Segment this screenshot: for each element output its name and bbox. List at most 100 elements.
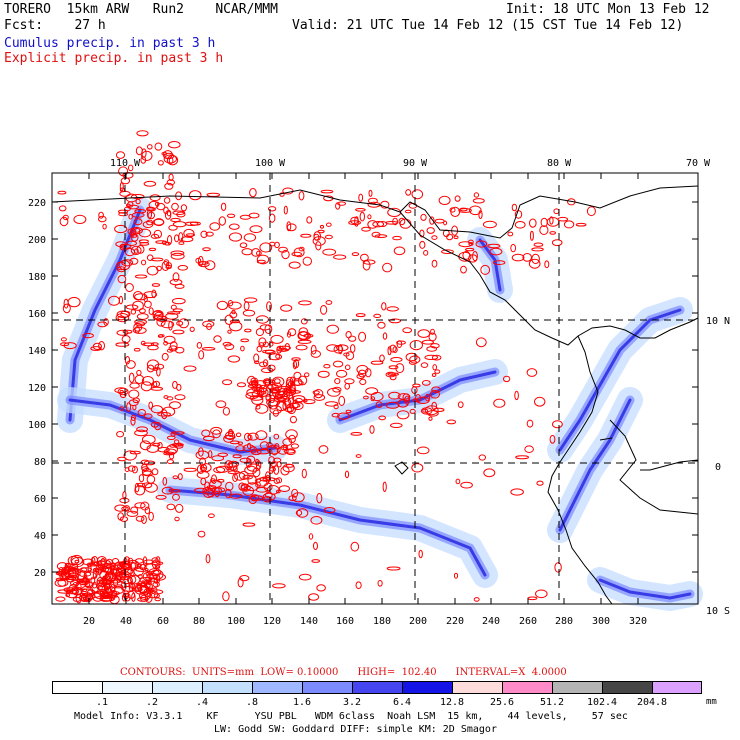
explicit-precip-contour (332, 386, 342, 393)
explicit-precip-contour (367, 197, 378, 205)
explicit-precip-contour (533, 242, 544, 247)
explicit-precip-contour (267, 206, 277, 212)
explicit-precip-contour (256, 254, 270, 265)
explicit-precip-contour (250, 377, 258, 383)
explicit-precip-contour (455, 478, 461, 485)
x-tick-label: 100 (227, 616, 245, 627)
longitude-label: 70 W (686, 158, 711, 169)
explicit-precip-contour (214, 487, 226, 493)
explicit-precip-contour (242, 474, 253, 480)
explicit-precip-contour (139, 591, 151, 600)
explicit-precip-contour (130, 245, 142, 255)
explicit-precip-contour (98, 341, 105, 351)
legend-swatch (652, 681, 702, 694)
explicit-precip-contour (144, 300, 152, 308)
explicit-precip-contour (97, 556, 107, 565)
explicit-precip-contour (176, 320, 184, 326)
explicit-precip-contour (242, 485, 255, 496)
explicit-precip-contour (269, 213, 276, 223)
explicit-precip-contour (128, 389, 140, 399)
explicit-precip-contour (313, 394, 326, 401)
coastlines (51, 185, 699, 605)
explicit-precip-contour (432, 364, 438, 371)
explicit-precip-contour (251, 248, 261, 257)
explicit-precip-contour (379, 354, 385, 362)
explicit-precip-contour (409, 408, 416, 414)
explicit-precip-contour (121, 259, 134, 267)
explicit-precip-contour (291, 251, 303, 257)
explicit-precip-contour (206, 192, 221, 197)
explicit-precip-contour (55, 596, 66, 602)
explicit-precip-contour (267, 399, 279, 410)
longitude-label: 100 W (255, 158, 286, 169)
explicit-precip-contour (216, 300, 229, 310)
explicit-precip-contour (63, 298, 69, 309)
explicit-precip-contour (277, 385, 292, 393)
explicit-precip-contour (355, 313, 366, 318)
explicit-precip-contour (468, 242, 474, 246)
explicit-precip-contour (265, 491, 273, 499)
explicit-precip-contour (280, 466, 290, 476)
explicit-precip-contour (127, 465, 136, 472)
explicit-precip-contour (213, 335, 222, 343)
explicit-precip-contour (429, 216, 435, 225)
explicit-precip-contour (285, 448, 296, 456)
explicit-precip-contour (82, 558, 94, 566)
explicit-precip-contour (183, 467, 197, 472)
explicit-precip-contour (175, 503, 184, 513)
explicit-precip-contour (522, 253, 533, 262)
explicit-precip-contour (385, 221, 399, 225)
explicit-precip-contour (338, 395, 346, 406)
explicit-precip-contour (118, 166, 129, 177)
explicit-precip-contour (229, 311, 238, 319)
explicit-precip-contour (239, 214, 251, 220)
explicit-precip-contour (148, 511, 154, 522)
explicit-precip-contour (265, 395, 272, 401)
explicit-precip-contour (97, 321, 108, 328)
explicit-precip-contour (324, 401, 339, 407)
explicit-precip-contour (297, 331, 309, 340)
x-tick-label: 40 (120, 616, 132, 627)
explicit-precip-contour (118, 295, 124, 305)
explicit-precip-contour (215, 400, 227, 409)
explicit-precip-contour (116, 562, 130, 570)
explicit-precip-contour (362, 259, 376, 265)
coastline-segment (599, 437, 613, 441)
explicit-precip-contour (130, 309, 137, 315)
explicit-precip-contour (402, 327, 413, 334)
explicit-precip-contour (220, 202, 227, 212)
explicit-precip-contour (251, 390, 263, 398)
explicit-precip-contour (100, 595, 112, 600)
explicit-precip-contour (180, 236, 194, 243)
model-info: Model Info: V3.3.1 KF YSU PBL WDM 6class… (74, 711, 628, 722)
explicit-precip-contour (232, 465, 238, 473)
x-tick-label: 80 (193, 616, 205, 627)
explicit-precip-contour (154, 597, 161, 602)
explicit-precip-contour (268, 353, 283, 361)
explicit-precip-contour (529, 230, 534, 241)
explicit-precip-contour (139, 440, 151, 451)
explicit-precip-contour (249, 225, 263, 234)
explicit-precip-contour (150, 386, 164, 391)
explicit-precip-contour (82, 333, 94, 339)
explicit-precip-contour (337, 201, 347, 206)
explicit-precip-contour (174, 516, 180, 522)
explicit-precip-contour (134, 485, 146, 496)
explicit-precip-contour (317, 370, 330, 378)
explicit-precip-contour (203, 488, 214, 499)
explicit-precip-contour (152, 367, 159, 371)
explicit-precip-contour (196, 464, 205, 475)
explicit-precip-contour (240, 338, 249, 343)
legend-label: 1.6 (292, 697, 312, 708)
explicit-precip-contour (534, 396, 546, 407)
explicit-precip-contour (312, 236, 326, 246)
explicit-precip-contour (209, 222, 221, 231)
explicit-precip-contour (411, 189, 424, 200)
explicit-precip-contour (286, 376, 294, 387)
explicit-precip-contour (246, 388, 261, 398)
explicit-precip-contour (119, 497, 130, 504)
explicit-precip-contour (209, 479, 222, 488)
explicit-precip-contour (136, 426, 149, 433)
explicit-precip-contour (152, 380, 161, 388)
explicit-precip-contour (375, 401, 383, 409)
